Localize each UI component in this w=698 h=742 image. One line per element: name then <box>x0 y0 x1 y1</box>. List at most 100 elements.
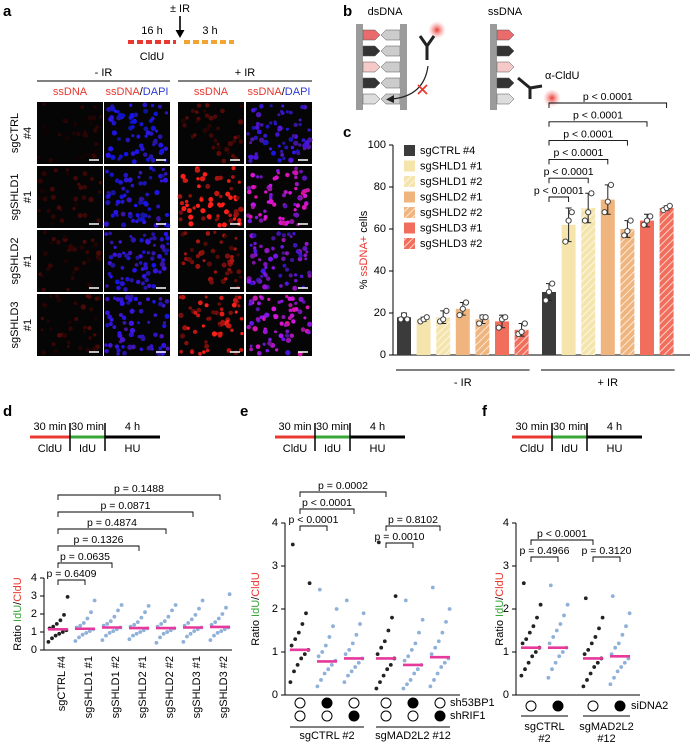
data-point <box>551 635 556 639</box>
nucleus <box>118 179 123 185</box>
schematic-bottom: HU <box>125 443 141 455</box>
bracket <box>57 511 194 517</box>
base <box>496 93 515 105</box>
nucleus <box>284 251 289 256</box>
nucleus <box>216 214 220 218</box>
nucleus <box>120 265 125 270</box>
nucleus <box>159 237 165 242</box>
data-point <box>613 645 618 650</box>
data-point <box>300 622 305 626</box>
nucleus <box>127 213 133 219</box>
nucleus <box>154 189 160 196</box>
nucleus <box>92 128 98 133</box>
nucleus <box>45 266 51 272</box>
replicate-point <box>666 202 673 209</box>
data-point <box>612 675 616 680</box>
nucleus <box>155 129 159 133</box>
nucleus <box>288 303 293 308</box>
data-point <box>521 581 526 586</box>
nucleus <box>230 328 234 333</box>
legend-swatch <box>404 207 415 218</box>
nucleus <box>81 195 87 200</box>
nucleus <box>294 166 298 171</box>
nucleus <box>91 153 97 159</box>
nucleus <box>295 203 301 208</box>
nucleus <box>304 241 309 246</box>
micrograph <box>37 230 103 292</box>
nucleus <box>95 125 100 129</box>
replicate-point <box>640 221 647 228</box>
nucleus <box>230 254 234 259</box>
x-tick-label: sgCTRL #4 <box>56 656 68 711</box>
nucleus <box>278 273 283 278</box>
data-point <box>546 675 551 680</box>
nucleus <box>281 256 286 261</box>
nucleus <box>153 111 159 117</box>
nucleus <box>97 190 102 194</box>
nucleus <box>153 313 158 317</box>
data-point <box>132 622 137 627</box>
nucleus <box>305 140 310 145</box>
nucleus <box>216 142 220 146</box>
nucleus <box>138 196 144 202</box>
nucleus <box>55 293 60 299</box>
antibody <box>517 76 543 99</box>
p-value: p < 0.0001 <box>544 166 594 178</box>
nucleus <box>140 281 145 286</box>
nucleus <box>62 118 67 123</box>
p-value: p < 0.0001 <box>573 110 623 122</box>
nucleus <box>72 270 76 275</box>
nucleus <box>42 196 48 202</box>
nucleus <box>277 144 281 148</box>
y-tick-label: 40 <box>374 265 386 277</box>
label-part: IdU <box>12 605 24 622</box>
nucleus <box>146 345 152 351</box>
nucleus <box>188 214 194 220</box>
nucleus <box>132 267 137 273</box>
replicate-point <box>397 316 404 323</box>
nucleus <box>72 131 76 136</box>
data-point <box>92 598 97 603</box>
nucleus <box>204 295 208 299</box>
data-point <box>553 660 558 665</box>
nucleus <box>147 283 152 289</box>
data-point <box>316 654 321 659</box>
nucleus <box>267 341 272 346</box>
data-point <box>595 660 600 665</box>
data-point <box>185 634 189 639</box>
nucleus <box>259 315 264 320</box>
bracket <box>385 525 441 531</box>
nucleus <box>224 253 231 259</box>
data-point <box>296 630 301 635</box>
nucleus <box>263 271 267 276</box>
nucleus <box>179 201 185 206</box>
nucleus <box>130 183 135 188</box>
label-part: ssDNA <box>53 86 88 98</box>
label-part: / <box>282 86 286 98</box>
nucleus <box>219 321 225 327</box>
y-axis-label: % ssDNA+ cells <box>358 210 370 289</box>
nucleus <box>255 307 260 312</box>
nucleus <box>157 104 162 109</box>
nucleus <box>256 350 262 356</box>
nucleus <box>83 130 87 135</box>
nucleus <box>303 188 308 193</box>
nucleus <box>79 245 85 251</box>
nucleus <box>288 273 293 278</box>
nucleus <box>111 130 118 136</box>
data-point <box>215 631 220 635</box>
condition-marker <box>614 700 626 712</box>
nucleus <box>259 175 263 179</box>
micrograph <box>246 294 313 357</box>
schematic-label: ssDNA <box>488 6 523 18</box>
nucleus <box>209 133 214 138</box>
nucleus <box>277 128 281 132</box>
nucleus <box>160 174 165 178</box>
nucleus <box>232 139 237 144</box>
nucleus <box>166 242 170 246</box>
data-point <box>520 641 525 646</box>
nucleus <box>252 295 258 301</box>
nucleus <box>84 118 88 122</box>
condition-label: siDNA2 <box>631 700 668 712</box>
nucleus <box>131 159 137 165</box>
